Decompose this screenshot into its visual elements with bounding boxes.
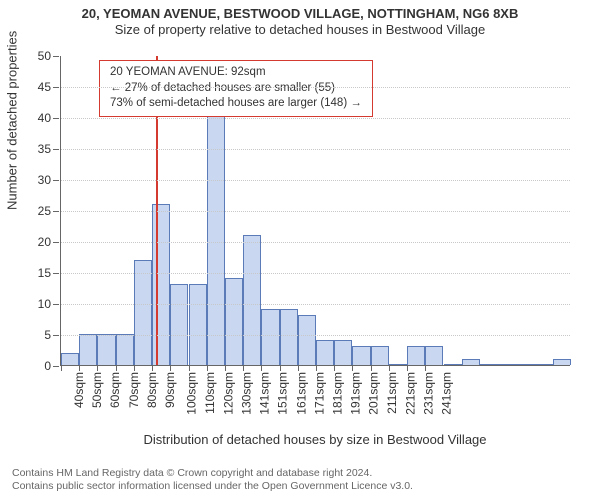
histogram-bar [352, 346, 370, 365]
y-tick-label: 15 [38, 266, 51, 280]
histogram-bar [498, 364, 516, 365]
x-tick-label: 161sqm [294, 372, 308, 415]
plot-region: 20 YEOMAN AVENUE: 92sqm ← 27% of detache… [60, 56, 570, 366]
histogram-bar [97, 334, 115, 365]
y-axis-label: Number of detached properties [5, 31, 20, 210]
histogram-bar [535, 364, 553, 365]
histogram-bar [334, 340, 352, 365]
histogram-bar [298, 315, 316, 365]
x-tick-label: 191sqm [349, 372, 363, 415]
y-tick-label: 35 [38, 142, 51, 156]
histogram-bar [225, 278, 243, 365]
y-tick-label: 0 [44, 359, 51, 373]
x-tick-label: 50sqm [90, 372, 104, 408]
x-tick-label: 241sqm [440, 372, 454, 415]
histogram-bar [280, 309, 298, 365]
histogram-bar [170, 284, 188, 365]
histogram-bar [407, 346, 425, 365]
annotation-line3: 73% of semi-detached houses are larger (… [110, 96, 362, 112]
histogram-bar [425, 346, 443, 365]
x-tick-label: 90sqm [163, 372, 177, 408]
y-tick-label: 5 [44, 328, 51, 342]
x-tick-label: 110sqm [202, 372, 216, 414]
x-tick-label: 211sqm [385, 372, 399, 414]
annotation-line1: 20 YEOMAN AVENUE: 92sqm [110, 65, 362, 81]
x-tick-label: 151sqm [276, 372, 290, 415]
histogram-bar [207, 86, 225, 365]
x-tick-label: 201sqm [367, 372, 381, 415]
y-tick-label: 45 [38, 80, 51, 94]
x-axis-label: Distribution of detached houses by size … [60, 432, 570, 447]
y-tick-label: 25 [38, 204, 51, 218]
histogram-bar [79, 334, 97, 365]
footer-attribution: Contains HM Land Registry data © Crown c… [12, 467, 413, 494]
histogram-bar [371, 346, 389, 365]
histogram-bar [553, 359, 571, 365]
histogram-bar [61, 353, 79, 365]
x-tick-label: 40sqm [72, 372, 86, 408]
x-tick-label: 120sqm [221, 372, 235, 415]
histogram-bar [243, 235, 261, 365]
x-tick-label: 181sqm [330, 372, 344, 415]
x-tick-label: 231sqm [421, 372, 435, 415]
y-tick-label: 10 [38, 297, 51, 311]
x-tick-label: 100sqm [185, 372, 199, 415]
y-tick-label: 20 [38, 235, 51, 249]
x-tick-label: 60sqm [108, 372, 122, 408]
annotation-box: 20 YEOMAN AVENUE: 92sqm ← 27% of detache… [99, 60, 373, 117]
histogram-bar [316, 340, 334, 365]
footer-line1: Contains HM Land Registry data © Crown c… [12, 467, 413, 481]
footer-line2: Contains public sector information licen… [12, 480, 413, 494]
chart-subtitle: Size of property relative to detached ho… [0, 22, 600, 38]
histogram-bar [389, 364, 407, 365]
x-tick-label: 141sqm [257, 372, 271, 415]
histogram-bar [462, 359, 480, 365]
histogram-bar [189, 284, 207, 365]
chart-title-address: 20, YEOMAN AVENUE, BESTWOOD VILLAGE, NOT… [0, 0, 600, 22]
chart-area: 20 YEOMAN AVENUE: 92sqm ← 27% of detache… [60, 56, 570, 396]
x-tick-label: 130sqm [239, 372, 253, 415]
x-tick-label: 171sqm [312, 372, 326, 415]
x-tick-label: 70sqm [127, 372, 141, 408]
histogram-bar [480, 364, 498, 365]
y-tick-label: 40 [38, 111, 51, 125]
x-tick-label: 221sqm [403, 372, 417, 415]
chart-container: { "title_line1": "20, YEOMAN AVENUE, BES… [0, 0, 600, 500]
annotation-line2: ← 27% of detached houses are smaller (55… [110, 81, 362, 97]
histogram-bar [444, 364, 462, 365]
histogram-bar [261, 309, 279, 365]
histogram-bar [516, 364, 534, 365]
y-tick-label: 30 [38, 173, 51, 187]
x-tick-label: 80sqm [145, 372, 159, 408]
y-tick-label: 50 [38, 49, 51, 63]
histogram-bar [116, 334, 134, 365]
histogram-bar [134, 260, 152, 365]
